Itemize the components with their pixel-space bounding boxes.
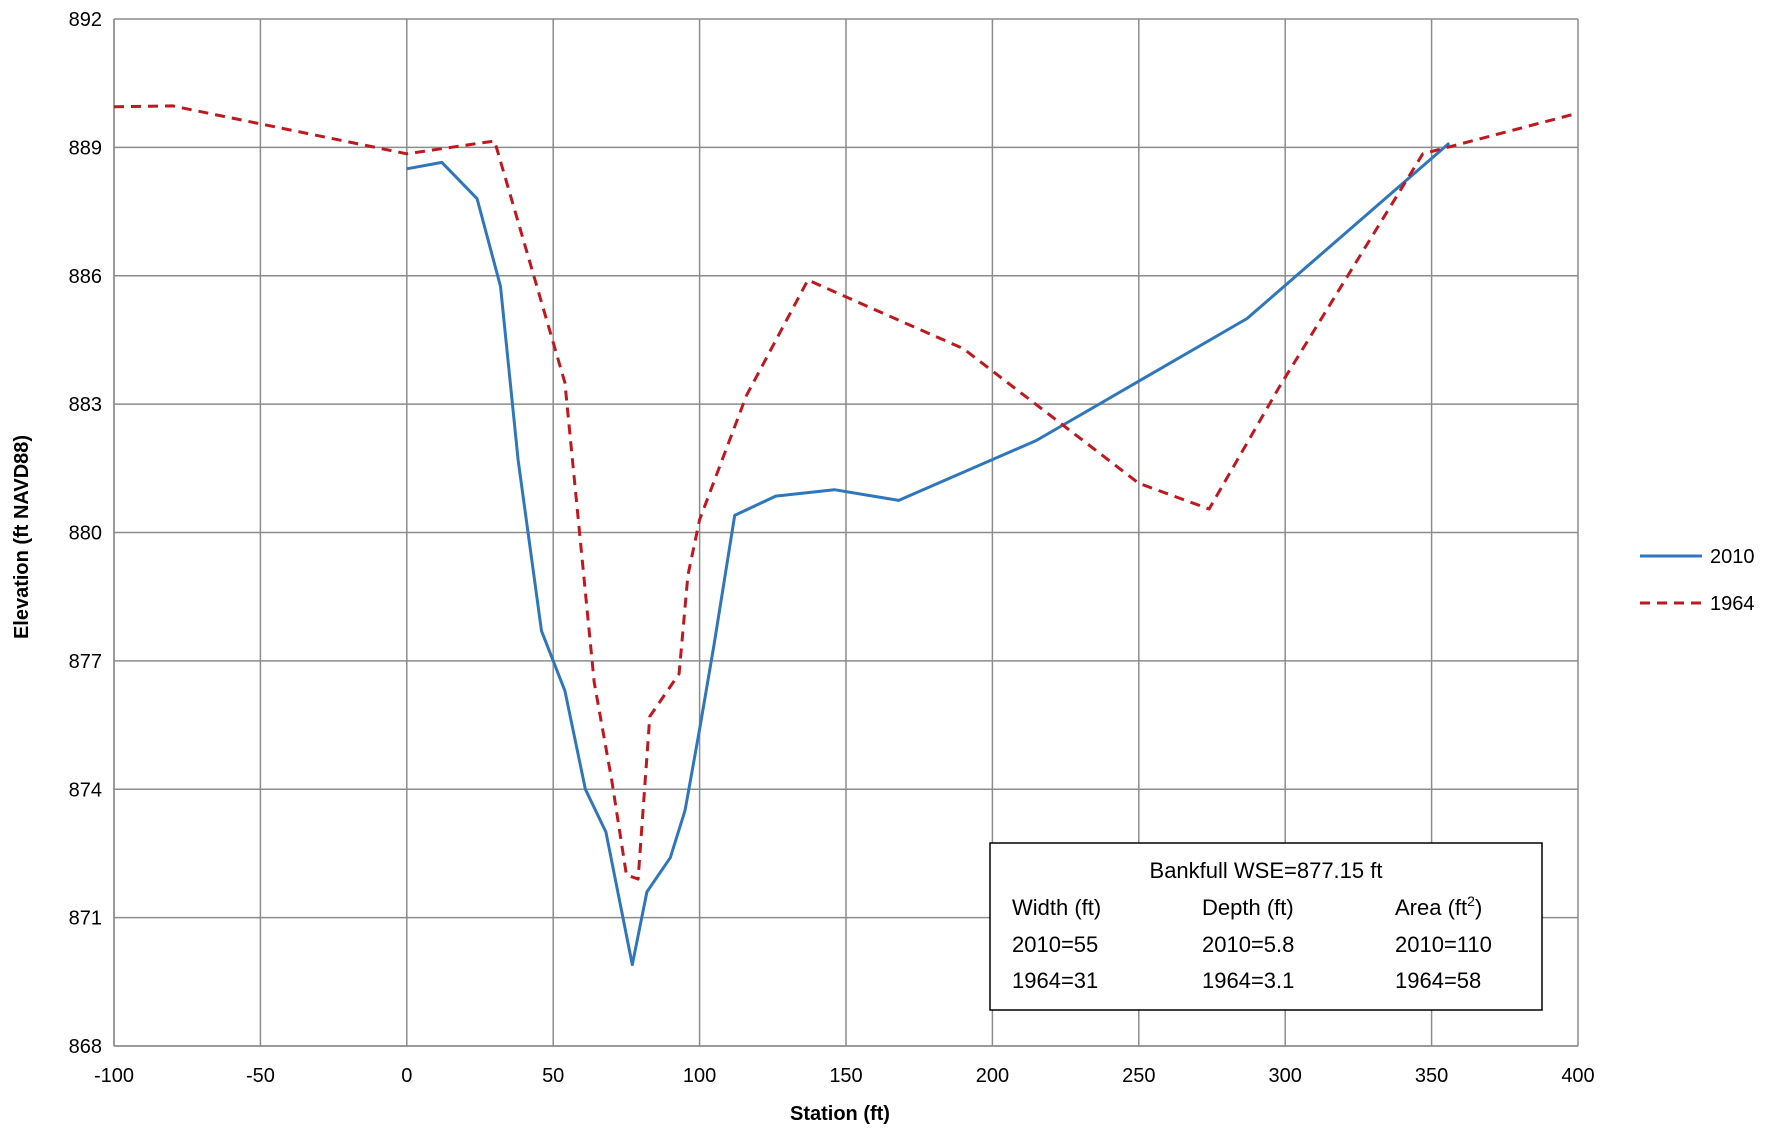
annotation-1964-width: 1964=31	[1012, 968, 1098, 993]
annotation-header-area-exponent: 2	[1467, 893, 1475, 909]
y-tick-label: 880	[69, 523, 102, 545]
series-line-2010	[406, 141, 1451, 967]
x-tick-label: 0	[401, 1065, 412, 1087]
y-tick-label: 886	[69, 266, 102, 288]
x-tick-label: 150	[829, 1065, 862, 1087]
legend-label-2010: 2010	[1710, 546, 1755, 568]
y-tick-label: 883	[69, 394, 102, 416]
y-tick-label: 871	[69, 908, 102, 930]
annotation-2010-width: 2010=55	[1012, 932, 1098, 957]
y-tick-label: 874	[69, 779, 102, 801]
x-tick-label: 100	[683, 1065, 716, 1087]
y-tick-label: 892	[69, 9, 102, 31]
annotation-title: Bankfull WSE=877.15 ft	[1150, 858, 1383, 883]
bankfull-annotation-box: Bankfull WSE=877.15 ft Width (ft) Depth …	[989, 842, 1543, 1011]
annotation-header-area: Area (ft2)	[1395, 893, 1482, 920]
annotation-2010-area: 2010=110	[1395, 932, 1492, 957]
y-tick-label: 868	[69, 1036, 102, 1058]
x-tick-label: 400	[1561, 1065, 1594, 1087]
series-lines	[113, 104, 1579, 967]
x-tick-label: 200	[976, 1065, 1009, 1087]
y-tick-label: 889	[69, 137, 102, 159]
annotation-header-width: Width (ft)	[1012, 895, 1101, 920]
legend: 2010 1964	[1640, 546, 1755, 615]
axes: -100 -50 0 50 100 150 200 250 300 350 400 868 871 874…	[69, 9, 1595, 1087]
annotation-header-depth: Depth (ft)	[1202, 895, 1294, 920]
legend-label-1964: 1964	[1710, 593, 1755, 615]
annotation-header-area-label: Area (ft	[1395, 895, 1467, 920]
x-tick-label: -100	[94, 1065, 134, 1087]
x-axis-title: Station (ft)	[790, 1103, 890, 1125]
annotation-1964-area: 1964=58	[1395, 968, 1481, 993]
x-tick-label: -50	[246, 1065, 275, 1087]
annotation-border	[989, 842, 1543, 1011]
y-axis-title: Elevation (ft NAVD88)	[11, 435, 33, 639]
annotation-1964-depth: 1964=3.1	[1202, 968, 1294, 993]
annotation-header-area-close: )	[1475, 895, 1482, 920]
x-tick-label: 300	[1269, 1065, 1302, 1087]
x-tick-label: 50	[542, 1065, 564, 1087]
y-tick-label: 877	[69, 651, 102, 673]
annotation-2010-depth: 2010=5.8	[1202, 932, 1294, 957]
x-tick-label: 350	[1415, 1065, 1448, 1087]
grid	[113, 18, 1579, 1047]
series-line-1964	[113, 104, 1579, 881]
x-tick-label: 250	[1122, 1065, 1155, 1087]
